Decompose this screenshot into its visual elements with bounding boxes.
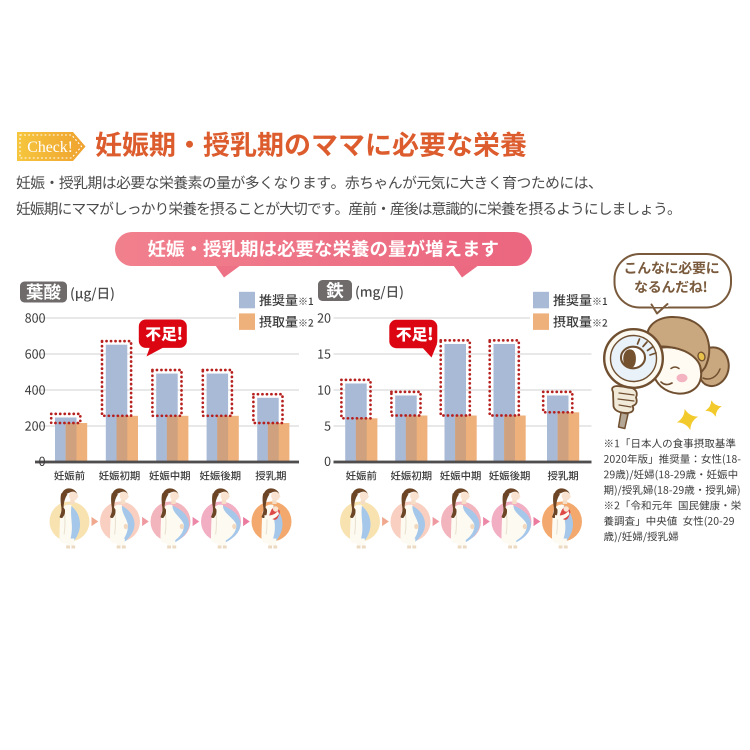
svg-text:Check!: Check! <box>27 139 73 156</box>
